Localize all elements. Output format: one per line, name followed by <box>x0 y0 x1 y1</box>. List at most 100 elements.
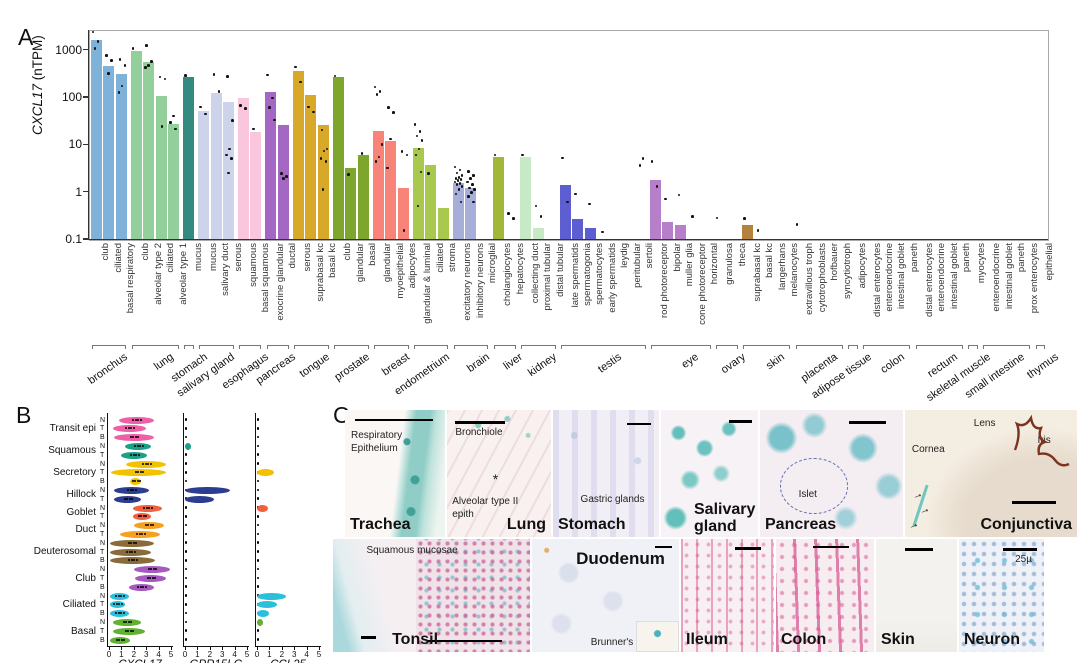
violin-point <box>139 471 142 474</box>
bar-point <box>469 177 472 180</box>
violin-sub-label: B <box>100 434 105 442</box>
violin-point <box>149 462 152 465</box>
violin-point <box>135 541 138 544</box>
bar-point <box>638 164 642 167</box>
violin-point <box>131 480 134 483</box>
tissue-annotation: Epithelium <box>351 443 398 455</box>
violin-sub-label: N <box>100 522 106 530</box>
bar <box>357 154 369 239</box>
violin-group-label: Hillock <box>66 489 96 501</box>
bar-point <box>93 46 97 50</box>
bar-point <box>413 123 417 127</box>
violin-sub-label: T <box>100 451 105 459</box>
violin-shape <box>257 610 270 618</box>
y-axis-title: CXCL17 (nTPM) <box>30 35 45 135</box>
violin-point <box>129 436 132 439</box>
x-tick-mark <box>257 646 258 650</box>
violin-x-axis <box>183 645 249 648</box>
violin-point <box>151 577 154 579</box>
violin-shape <box>257 504 269 512</box>
violin-point <box>134 471 137 474</box>
violin-point <box>147 462 150 465</box>
bar-point <box>378 90 382 93</box>
tile-label: Skin <box>881 631 915 648</box>
bar-point <box>117 91 121 94</box>
bar <box>742 224 754 239</box>
zero-dot <box>184 638 188 641</box>
bar <box>332 77 344 239</box>
violin-point <box>135 453 138 456</box>
bar <box>115 73 127 239</box>
bar-point <box>493 153 497 157</box>
bar-point <box>715 216 719 220</box>
tissue-annotation: 25µ <box>1015 553 1032 565</box>
violin-point <box>155 568 158 571</box>
scale-bar <box>848 421 886 425</box>
tissue-annotation: * <box>492 470 499 487</box>
tissue-bracket <box>414 345 449 349</box>
tissue-bracket <box>521 345 556 349</box>
violin-point <box>117 594 120 597</box>
violin-y-axis <box>183 413 185 646</box>
zero-dot <box>184 576 188 580</box>
violin-point <box>144 585 147 588</box>
scale-bar <box>655 545 672 549</box>
y-tick-mark <box>83 49 88 51</box>
zero-dot <box>184 585 188 588</box>
x-tick-label: 2 <box>207 649 213 659</box>
violin-sub-label: N <box>100 566 106 574</box>
bar <box>223 101 235 239</box>
tissue-annotation: Bronchiole <box>455 426 503 438</box>
violin-point <box>130 427 133 430</box>
bar-point <box>268 106 272 109</box>
violin-group-label: Deuterosomal <box>33 546 96 558</box>
y-tick-mark <box>83 143 88 146</box>
tissue-bracket <box>848 345 858 349</box>
bar-point <box>225 153 228 157</box>
x-tick-mark <box>158 646 160 650</box>
violin-point <box>134 480 137 483</box>
y-tick-mark <box>83 191 88 193</box>
violin-sub-label: N <box>100 592 106 600</box>
bar-point <box>271 96 275 100</box>
zero-dot <box>256 488 260 492</box>
violin-sub-label: B <box>100 636 105 644</box>
bar-point <box>566 200 569 204</box>
bar-point <box>184 73 187 77</box>
zero-dot <box>184 462 188 465</box>
bar-point <box>374 159 378 163</box>
bar <box>437 208 449 239</box>
bar <box>520 156 532 239</box>
violin-point <box>130 541 133 544</box>
violin-x-axis <box>107 645 173 648</box>
violin-sub-label: B <box>100 583 105 591</box>
bar-point <box>360 151 364 155</box>
violin-point <box>147 524 150 527</box>
violin-gene-label: GPR15LG <box>181 659 251 663</box>
tile-label: Ileum <box>686 631 728 648</box>
y-tick-mark <box>83 96 88 98</box>
tissue-bracket <box>92 345 127 349</box>
violin-point <box>143 533 146 535</box>
violin-point <box>137 436 140 439</box>
bar-point <box>691 215 694 218</box>
zero-dot <box>256 523 260 527</box>
violin-point <box>141 533 143 535</box>
bar-point <box>471 183 474 187</box>
bar-point <box>392 111 395 114</box>
scale-bar <box>905 548 933 551</box>
bar-point <box>105 54 108 57</box>
violin-point <box>126 497 129 500</box>
tile-label: Neuron <box>964 631 1020 648</box>
bar-point <box>91 30 95 34</box>
x-tick-mark <box>294 646 296 650</box>
x-tick-mark <box>121 646 123 650</box>
x-tick-label: 3 <box>291 649 297 659</box>
violin-point <box>145 515 148 518</box>
bar-point <box>534 204 538 208</box>
bar-point <box>427 172 430 175</box>
violin-point <box>115 594 118 597</box>
violin-point <box>152 524 155 527</box>
bar-point <box>512 217 515 220</box>
tissue-annotation: Squamous mucosae <box>366 544 458 556</box>
